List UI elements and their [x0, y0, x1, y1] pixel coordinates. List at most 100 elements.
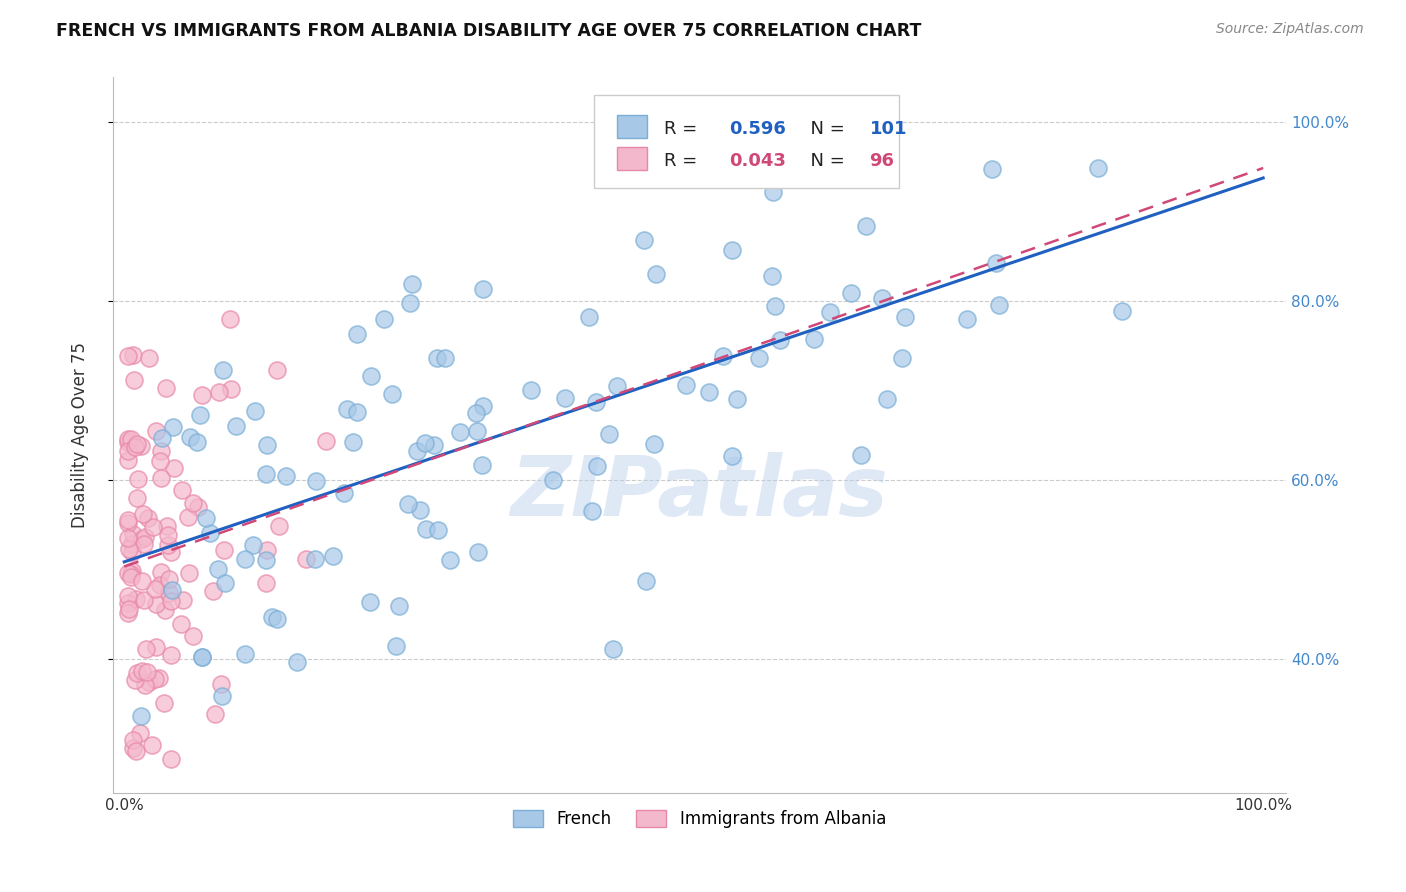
- Point: [384, 639, 406, 653]
- Point: [762, 185, 785, 199]
- Point: [285, 655, 308, 669]
- Point: [150, 431, 173, 445]
- Point: [409, 503, 432, 517]
- Point: [190, 650, 212, 665]
- Point: [149, 454, 172, 468]
- Point: [720, 450, 742, 464]
- Point: [274, 469, 297, 483]
- Point: [245, 404, 267, 418]
- Text: N =: N =: [799, 153, 851, 170]
- Point: [598, 426, 620, 441]
- Point: [117, 589, 139, 603]
- Y-axis label: Disability Age Over 75: Disability Age Over 75: [72, 342, 89, 528]
- Point: [202, 584, 225, 599]
- Point: [145, 640, 167, 654]
- Point: [121, 741, 143, 756]
- Point: [117, 531, 139, 545]
- Point: [138, 674, 160, 689]
- Point: [332, 486, 354, 500]
- Point: [711, 349, 734, 363]
- Point: [439, 553, 461, 567]
- Point: [360, 369, 382, 384]
- Point: [725, 392, 748, 406]
- Point: [399, 295, 422, 310]
- Point: [132, 593, 155, 607]
- Point: [172, 592, 194, 607]
- Point: [359, 595, 381, 609]
- Point: [763, 299, 786, 313]
- Point: [177, 509, 200, 524]
- Point: [388, 599, 411, 613]
- Point: [987, 298, 1010, 312]
- Point: [720, 243, 742, 257]
- Point: [602, 641, 624, 656]
- Point: [242, 538, 264, 552]
- Point: [396, 498, 419, 512]
- Point: [342, 435, 364, 450]
- Text: 0.596: 0.596: [728, 120, 786, 138]
- Point: [894, 310, 917, 324]
- Point: [163, 461, 186, 475]
- Point: [471, 283, 494, 297]
- Point: [117, 513, 139, 527]
- Point: [322, 549, 344, 563]
- Point: [233, 551, 256, 566]
- Point: [803, 333, 825, 347]
- Point: [699, 384, 721, 399]
- Legend: French, Immigrants from Albania: French, Immigrants from Albania: [506, 803, 893, 834]
- Point: [209, 677, 232, 691]
- Point: [855, 219, 877, 233]
- Point: [304, 552, 326, 566]
- Point: [179, 566, 201, 580]
- Point: [121, 564, 143, 578]
- Point: [266, 363, 288, 377]
- Point: [117, 435, 139, 450]
- Point: [152, 696, 174, 710]
- Point: [636, 574, 658, 588]
- Point: [143, 672, 166, 686]
- Point: [266, 612, 288, 626]
- Text: N =: N =: [799, 120, 851, 138]
- Point: [148, 671, 170, 685]
- Point: [214, 543, 236, 558]
- Point: [633, 233, 655, 247]
- Point: [872, 291, 894, 305]
- Point: [117, 597, 139, 611]
- Point: [415, 522, 437, 536]
- Point: [135, 642, 157, 657]
- Point: [162, 420, 184, 434]
- Point: [981, 162, 1004, 177]
- Text: 0.043: 0.043: [728, 153, 786, 170]
- Point: [125, 437, 148, 451]
- Point: [839, 286, 862, 301]
- Point: [406, 444, 429, 458]
- Point: [125, 743, 148, 757]
- Point: [211, 362, 233, 376]
- Point: [122, 348, 145, 362]
- Point: [194, 511, 217, 525]
- Point: [191, 650, 214, 665]
- Point: [160, 648, 183, 662]
- Point: [554, 392, 576, 406]
- Point: [125, 666, 148, 681]
- Point: [381, 387, 404, 401]
- Point: [181, 629, 204, 643]
- Point: [159, 594, 181, 608]
- Point: [117, 566, 139, 580]
- Point: [219, 382, 242, 396]
- Point: [186, 434, 208, 449]
- Point: [188, 408, 211, 422]
- Point: [129, 708, 152, 723]
- Point: [121, 545, 143, 559]
- Point: [200, 526, 222, 541]
- Point: [450, 425, 472, 440]
- Point: [211, 689, 233, 703]
- Point: [170, 616, 193, 631]
- Point: [464, 406, 486, 420]
- Point: [644, 267, 666, 281]
- Point: [181, 496, 204, 510]
- Point: [346, 326, 368, 341]
- Text: R =: R =: [664, 153, 703, 170]
- Point: [849, 449, 872, 463]
- Point: [135, 665, 157, 679]
